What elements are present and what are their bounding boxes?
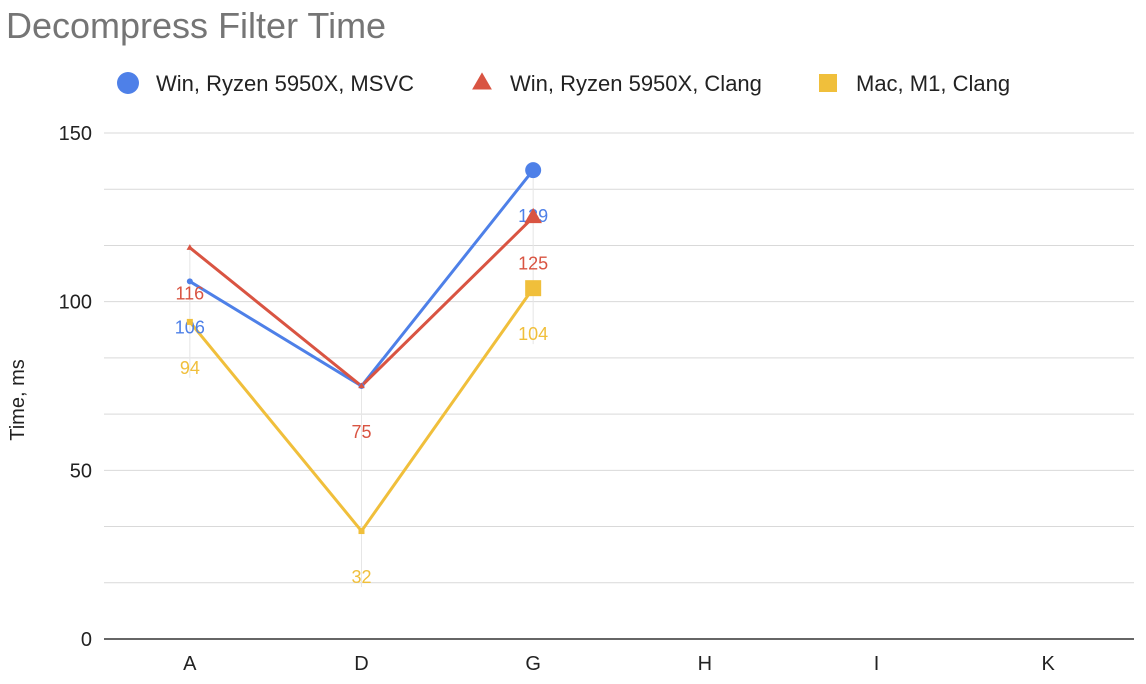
data-label-win-ryzen-5950x-clang: 75 [351,422,371,442]
x-tick-label: K [1041,653,1055,675]
data-label-mac-m1-clang: 32 [351,567,371,587]
legend-marker-triangle [472,72,492,90]
data-point-win-ryzen-5950x-clang [524,207,542,224]
x-tick-label: I [874,653,880,675]
data-label-win-ryzen-5950x-clang: 125 [518,253,548,273]
legend: Win, Ryzen 5950X, MSVC Win, Ryzen 5950X, … [117,71,1010,96]
markers [186,162,542,535]
legend-item-mac-m1-clang: Mac, M1, Clang [819,71,1010,96]
data-point-win-ryzen-5950x-msvc [525,162,542,179]
data-point-mac-m1-clang [358,528,365,535]
drop-lines [189,170,534,588]
y-tick-label: 100 [59,292,92,314]
data-point-mac-m1-clang [525,280,542,297]
y-axis-label: Time, ms [7,359,29,440]
legend-label: Win, Ryzen 5950X, Clang [510,71,762,96]
data-point-win-ryzen-5950x-clang [186,244,194,250]
legend-label: Win, Ryzen 5950X, MSVC [156,71,414,96]
data-point-win-ryzen-5950x-msvc [186,278,193,285]
series-line-win-ryzen-5950x-msvc [189,169,535,388]
data-label-mac-m1-clang: 94 [180,358,200,378]
data-label-win-ryzen-5950x-clang: 116 [175,284,204,304]
legend-marker-circle [117,72,139,94]
data-labels: 106139116751259432104 [175,206,548,587]
data-label-mac-m1-clang: 104 [518,324,548,344]
x-tick-label: A [183,653,197,675]
legend-marker-square [819,74,837,92]
data-label-win-ryzen-5950x-msvc: 106 [175,317,205,337]
data-point-win-ryzen-5950x-clang [358,382,365,389]
gridlines [104,132,1134,640]
x-tick-label: H [698,653,712,675]
legend-item-win-ryzen-5950x-msvc: Win, Ryzen 5950X, MSVC [117,71,414,96]
y-tick-label: 150 [59,123,92,145]
y-tick-label: 50 [70,460,92,482]
data-point-mac-m1-clang [186,318,193,325]
legend-item-win-ryzen-5950x-clang: Win, Ryzen 5950X, Clang [472,71,762,96]
legend-label: Mac, M1, Clang [856,71,1010,96]
x-tick-label: G [525,653,541,675]
x-tick-label: D [354,653,368,675]
y-tick-label: 0 [81,629,92,651]
y-axis-ticks: 0 50 100 150 [59,123,92,651]
chart-title: Decompress Filter Time [6,5,386,46]
